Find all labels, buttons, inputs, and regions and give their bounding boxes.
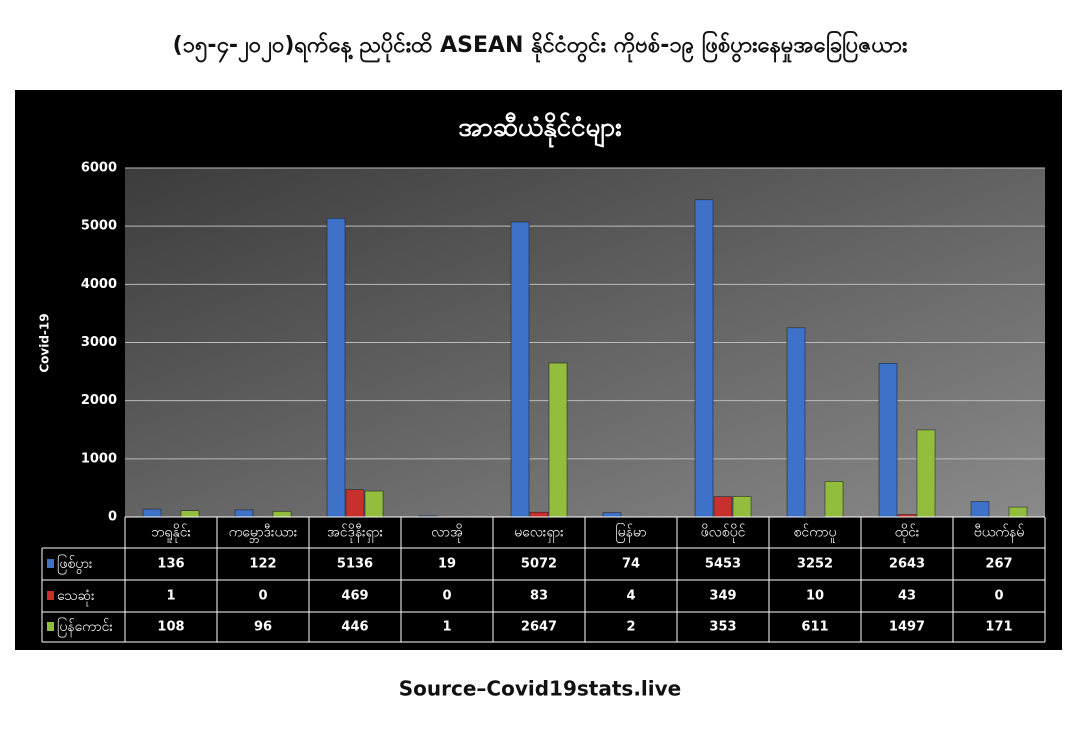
y-tick-label: 1000 xyxy=(81,451,117,466)
bar xyxy=(529,511,549,518)
bar xyxy=(272,511,292,518)
table-cell: 2643 xyxy=(889,557,925,572)
table-cell: 2 xyxy=(626,620,635,635)
table-cell: 108 xyxy=(157,620,184,635)
legend-swatch xyxy=(47,591,54,600)
table-cell: 10 xyxy=(806,589,824,604)
legend-label: ပြန်ကောင်း xyxy=(57,618,113,637)
y-tick-label: 3000 xyxy=(81,335,117,350)
bar xyxy=(142,508,162,518)
y-tick-label: 4000 xyxy=(81,277,117,292)
table-cell: 4 xyxy=(626,589,635,604)
chart-title: (၁၅-၄-၂၀၂၀)ရက်နေ့ ညပိုင်းထိ ASEAN နိုင်င… xyxy=(173,30,908,63)
bar xyxy=(694,199,714,518)
bar xyxy=(234,509,254,518)
x-tick-label: ဗီယက်နမ် xyxy=(974,525,1025,543)
y-tick-label: 5000 xyxy=(81,219,117,234)
table-cell: 136 xyxy=(157,557,184,572)
table-cell: 611 xyxy=(801,620,828,635)
bar xyxy=(713,496,733,518)
table-cell: 0 xyxy=(442,589,451,604)
x-tick-label: မြန်မာ xyxy=(615,524,646,543)
table-cell: 5136 xyxy=(337,557,373,572)
table-cell: 96 xyxy=(254,620,272,635)
y-tick-label: 6000 xyxy=(81,161,117,176)
table-cell: 83 xyxy=(530,589,548,604)
table-cell: 5072 xyxy=(521,557,557,572)
table-cell: 0 xyxy=(258,589,267,604)
table-cell: 1497 xyxy=(889,620,925,635)
x-tick-label: ကမ္ဘောဒီးယား xyxy=(229,525,298,543)
table-cell: 0 xyxy=(994,589,1003,604)
bar xyxy=(1008,506,1028,518)
bar xyxy=(878,363,898,518)
x-tick-label: လာအို xyxy=(431,525,463,543)
legend-swatch xyxy=(47,622,54,631)
table-cell: 122 xyxy=(249,557,276,572)
bar xyxy=(364,490,384,518)
x-tick-label: စင်ကာပူ xyxy=(793,525,836,543)
table-cell: 267 xyxy=(985,557,1012,572)
legend-label: သေဆုံး xyxy=(57,588,95,606)
bar xyxy=(786,327,806,518)
table-cell: 446 xyxy=(341,620,368,635)
bar xyxy=(510,221,530,518)
bar xyxy=(824,481,844,518)
bar xyxy=(180,510,200,518)
table-cell: 43 xyxy=(898,589,916,604)
table-cell: 349 xyxy=(709,589,736,604)
legend-swatch xyxy=(47,559,54,568)
table-cell: 171 xyxy=(985,620,1012,635)
table-cell: 353 xyxy=(709,620,736,635)
table-cell: 1 xyxy=(442,620,451,635)
bar xyxy=(345,489,365,518)
bar xyxy=(732,496,752,518)
x-tick-label: ဖိလစ်ပိုင် xyxy=(701,525,746,543)
table-cell: 3252 xyxy=(797,557,833,572)
chart-subtitle: အာဆီယံနိုင်ငံများ xyxy=(458,112,621,149)
table-cell: 74 xyxy=(622,557,640,572)
y-tick-label: 0 xyxy=(108,510,117,525)
bar xyxy=(970,501,990,518)
table-cell: 19 xyxy=(438,557,456,572)
x-tick-label: ထိုင်း xyxy=(895,525,920,543)
table-cell: 1 xyxy=(166,589,175,604)
bar xyxy=(548,362,568,518)
bar xyxy=(602,512,622,518)
y-tick-label: 2000 xyxy=(81,393,117,408)
table-cell: 2647 xyxy=(521,620,557,635)
x-tick-label: မလေးရှား xyxy=(514,525,564,543)
source: Source–Covid19stats.live xyxy=(399,677,681,701)
y-axis-label: Covid-19 xyxy=(38,313,52,372)
x-tick-label: အင်ဒိုနီးရှား xyxy=(327,525,384,543)
bar xyxy=(326,218,346,518)
table-cell: 469 xyxy=(341,589,368,604)
table-cell: 5453 xyxy=(705,557,741,572)
x-tick-label: ဘရူနိုင်း xyxy=(151,525,192,543)
legend-label: ဖြစ်ပွား xyxy=(57,555,93,574)
bar xyxy=(916,429,936,518)
